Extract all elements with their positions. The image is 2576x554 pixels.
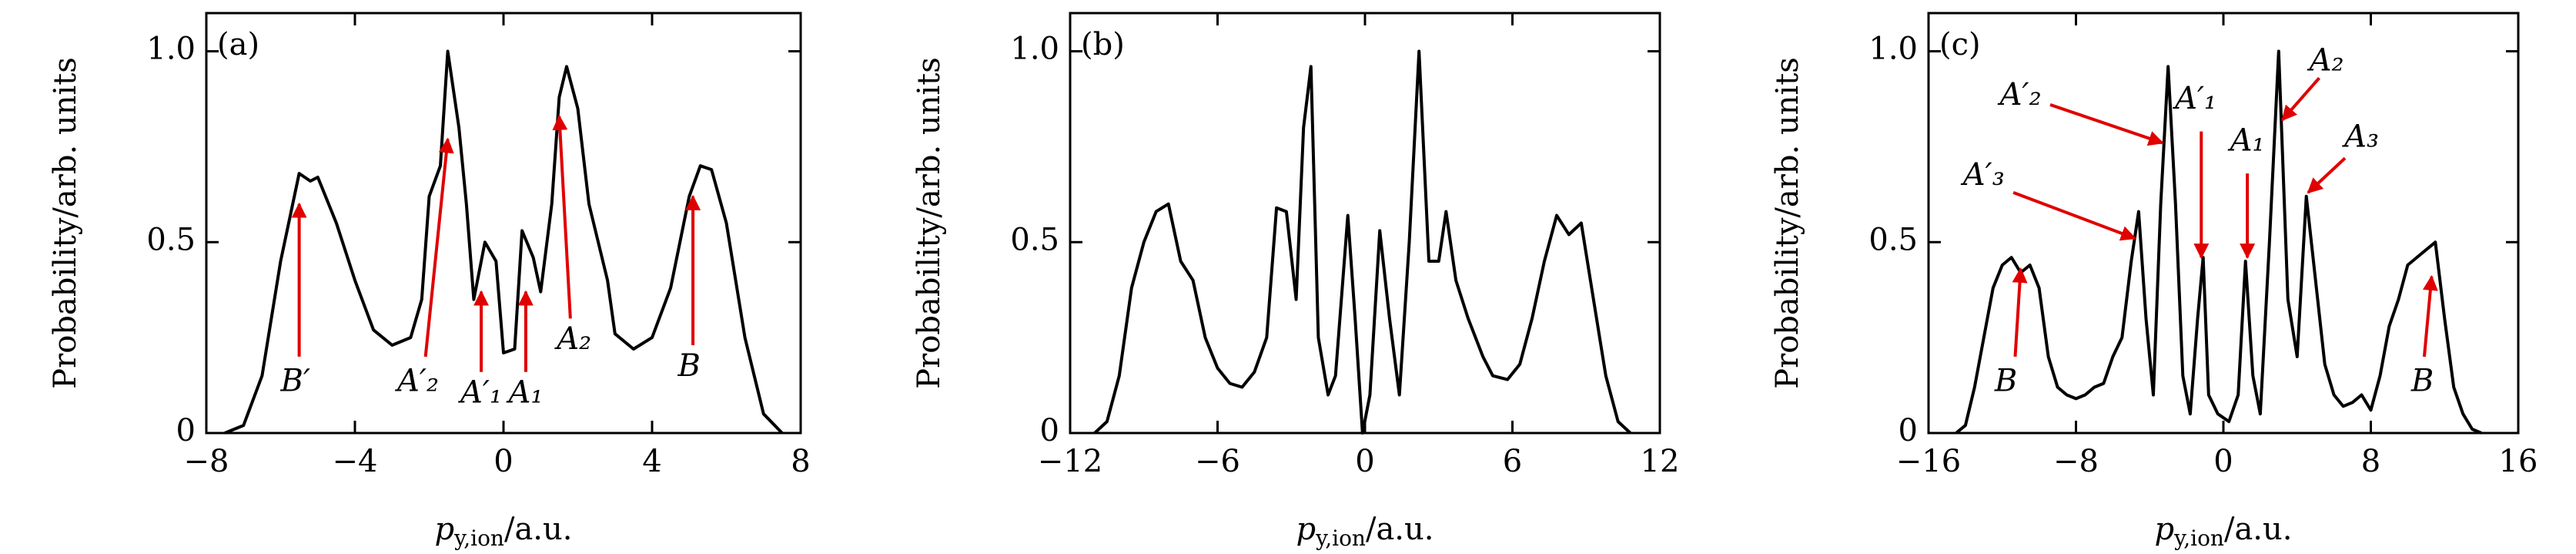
y-tick-label: 0.5 — [1010, 222, 1059, 257]
annotation-label: A′₁ — [457, 374, 502, 410]
x-axis-label: py,ion/a.u. — [2155, 512, 2293, 551]
x-tick-label: −12 — [1038, 444, 1102, 479]
x-tick-label: 12 — [1641, 444, 1680, 479]
x-label-subscript: y,ion — [1315, 525, 1366, 551]
annotation-label: A′₃ — [1960, 157, 2005, 193]
annotation-label: A′₂ — [1997, 77, 2042, 112]
annotation-arrow — [423, 137, 454, 358]
panel: −12 −6 0 6 12 0 0.5 1.0 (b) Probability/arb. unit… — [912, 12, 1680, 551]
x-tick-label: −16 — [1896, 444, 1961, 479]
annotation-arrow — [552, 114, 572, 319]
x-tick-label: 0 — [1355, 444, 1374, 479]
y-tick-label: 1.0 — [146, 32, 196, 67]
x-axis-label: py,ion/a.u. — [435, 512, 573, 551]
y-tick-label: 0.5 — [146, 222, 196, 257]
annotation-label: A₁ — [505, 374, 543, 410]
data-line — [1955, 49, 2482, 435]
panel-label: (b) — [1081, 27, 1125, 62]
x-tick-label: 4 — [642, 444, 661, 479]
y-axis-label: Probability/arb. units — [1770, 57, 1805, 389]
annotation-arrow — [2422, 274, 2438, 358]
x-tick-label: −8 — [184, 444, 229, 479]
annotation-arrow — [2012, 267, 2028, 358]
annotation-arrow — [2281, 76, 2320, 122]
y-tick-label: 1.0 — [1868, 32, 1918, 67]
x-tick-label: −8 — [2053, 444, 2099, 479]
annotation-label: A′₁ — [2172, 81, 2216, 116]
data-line — [224, 49, 784, 435]
annotation-arrow — [2012, 190, 2136, 241]
x-tick-label: 0 — [2213, 444, 2233, 479]
x-label-symbol: p — [435, 512, 455, 547]
y-tick-label: 0.5 — [1868, 222, 1918, 257]
annotation-label: B′ — [280, 364, 310, 399]
x-axis-label: py,ion/a.u. — [1296, 512, 1434, 551]
x-label-unit: /a.u. — [2224, 512, 2293, 547]
y-axis-label: Probability/arb. units — [912, 57, 947, 389]
x-label-symbol: p — [2155, 512, 2175, 547]
y-axis-label: Probability/arb. units — [48, 57, 83, 389]
annotation-label: A₂ — [2307, 42, 2344, 78]
panel-label: (c) — [1939, 27, 1981, 62]
panel: −8 −4 0 4 8 0 0.5 1.0 (a) Probability/arb. units p… — [48, 12, 811, 551]
x-tick-label: 16 — [2499, 444, 2538, 479]
x-label-unit: /a.u. — [1366, 512, 1434, 547]
x-tick-label: −4 — [333, 444, 378, 479]
x-label-unit: /a.u. — [504, 512, 573, 547]
annotation-arrow — [2049, 103, 2164, 146]
y-tick-label: 1.0 — [1010, 32, 1059, 67]
annotation-label: A₂ — [554, 321, 591, 357]
y-tick-label: 0 — [1899, 413, 1918, 448]
panel-label: (a) — [217, 27, 259, 62]
annotation-label: B — [2410, 364, 2434, 399]
x-tick-label: 6 — [1503, 444, 1522, 479]
annotation-label: A′₂ — [394, 364, 439, 399]
x-label-symbol: p — [1296, 512, 1316, 547]
annotation-label: B — [1994, 364, 2017, 399]
x-tick-label: −6 — [1195, 444, 1240, 479]
y-tick-label: 0 — [176, 413, 196, 448]
x-tick-label: 0 — [493, 444, 513, 479]
annotation-label: B — [677, 348, 701, 384]
x-tick-label: 8 — [2361, 444, 2380, 479]
annotation-label: A₃ — [2341, 119, 2379, 155]
annotation-arrow — [2307, 156, 2347, 194]
y-tick-label: 0 — [1040, 413, 1059, 448]
x-label-subscript: y,ion — [453, 525, 504, 551]
x-tick-label: 8 — [791, 444, 810, 479]
annotation-label: A₁ — [2227, 123, 2265, 158]
panel: −16 −8 0 8 16 0 0.5 1.0 (c) Probability/arb. unit… — [1770, 12, 2538, 551]
x-label-subscript: y,ion — [2173, 525, 2224, 551]
plot-frame — [1069, 12, 1661, 435]
data-line — [1093, 49, 1632, 435]
